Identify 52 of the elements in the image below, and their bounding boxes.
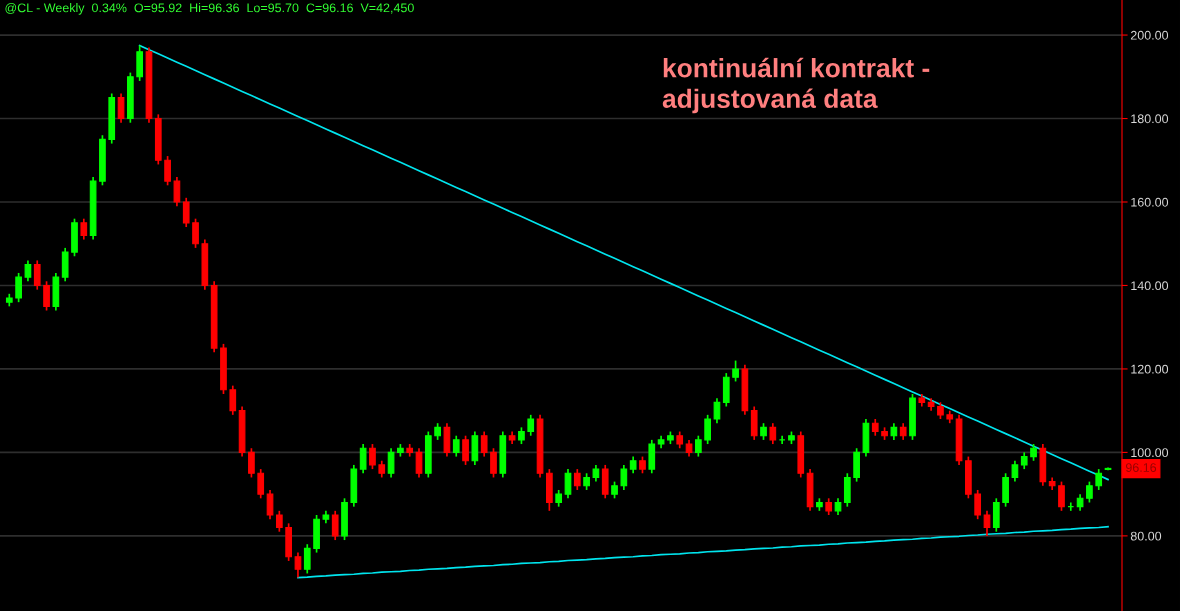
- candlestick: [117, 92, 125, 124]
- candlestick: [15, 272, 22, 303]
- annotation: kontinuální kontrakt - adjustovaná data: [662, 57, 930, 114]
- candlestick: [490, 447, 497, 479]
- line-series: [297, 525, 1109, 579]
- candlestick: [359, 443, 367, 475]
- y-tick-label: 160.00: [1131, 197, 1169, 207]
- candlestick: [266, 489, 274, 521]
- candlestick: [248, 447, 255, 479]
- candlestick: [527, 414, 535, 437]
- candlestick: [564, 468, 572, 500]
- candlestick: [732, 359, 739, 383]
- chart-title: @CL - Weekly 0.34% O=95.92 Hi=96.36 Lo=95.70 C=96.16 V=42,450: [5, 3, 414, 15]
- candlestick: [294, 551, 302, 579]
- candlestick: [1011, 459, 1019, 483]
- y-tick-label: 200.00: [1130, 30, 1169, 40]
- candlestick: [983, 510, 991, 537]
- candlestick: [974, 489, 982, 521]
- candlestick: [387, 447, 395, 479]
- candlestick: [164, 155, 171, 187]
- candlestick: [452, 434, 460, 458]
- candlestick: [573, 468, 581, 491]
- candlestick: [257, 468, 265, 500]
- candlestick: [33, 259, 41, 291]
- candlestick: [43, 280, 50, 312]
- candlestick: [415, 447, 423, 479]
- candlestick: [24, 259, 32, 283]
- y-tick-label: 140.00: [1131, 281, 1169, 291]
- candlestick: [182, 196, 190, 228]
- candlestick: [480, 430, 488, 458]
- candlestick: [229, 384, 237, 416]
- candlestick: [1095, 468, 1103, 491]
- y-tick-label: 100.00: [1131, 448, 1169, 458]
- candlestick: [192, 217, 199, 249]
- candlestick: [275, 510, 283, 533]
- y-tick-label: 80.00: [1130, 531, 1162, 541]
- candlestick: [80, 217, 88, 241]
- candlestick: [694, 434, 702, 458]
- candlestick: [704, 414, 711, 445]
- candlestick: [620, 464, 628, 491]
- candlestick: [769, 422, 777, 445]
- candlestick: [462, 434, 469, 466]
- candlestick: [1058, 480, 1065, 512]
- text: 96.16: [1125, 463, 1157, 472]
- candlestick: [369, 443, 376, 470]
- y-tick-label: 120.00: [1131, 364, 1169, 374]
- candlestick: [1086, 480, 1093, 504]
- candlestick: [713, 397, 721, 425]
- candlestick: [303, 543, 311, 575]
- candlestick: [173, 176, 181, 208]
- candlestick: [331, 510, 339, 541]
- y-tick-label: 180.00: [1131, 114, 1169, 124]
